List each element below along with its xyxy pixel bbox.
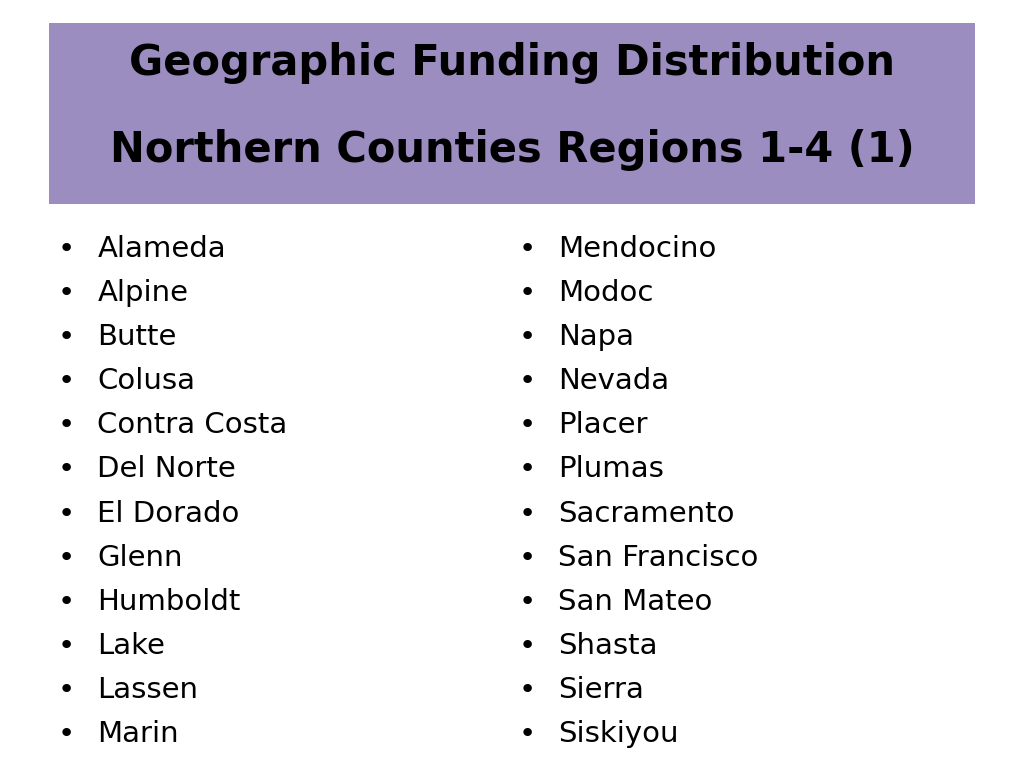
Text: Napa: Napa: [558, 323, 634, 351]
Text: Del Norte: Del Norte: [97, 455, 236, 483]
Text: Geographic Funding Distribution: Geographic Funding Distribution: [129, 42, 895, 84]
Text: El Dorado: El Dorado: [97, 500, 240, 528]
Text: •: •: [519, 588, 536, 616]
FancyBboxPatch shape: [49, 23, 975, 204]
Text: •: •: [58, 720, 75, 748]
Text: •: •: [519, 677, 536, 704]
Text: Sierra: Sierra: [558, 677, 644, 704]
Text: •: •: [58, 500, 75, 528]
Text: Placer: Placer: [558, 412, 647, 439]
Text: •: •: [519, 367, 536, 395]
Text: •: •: [58, 544, 75, 571]
Text: Siskiyou: Siskiyou: [558, 720, 679, 748]
Text: Humboldt: Humboldt: [97, 588, 241, 616]
Text: •: •: [58, 367, 75, 395]
Text: •: •: [58, 588, 75, 616]
Text: Modoc: Modoc: [558, 279, 653, 306]
Text: San Francisco: San Francisco: [558, 544, 759, 571]
Text: Plumas: Plumas: [558, 455, 664, 483]
Text: •: •: [519, 412, 536, 439]
Text: •: •: [58, 279, 75, 306]
Text: •: •: [58, 323, 75, 351]
Text: Marin: Marin: [97, 720, 179, 748]
Text: Lassen: Lassen: [97, 677, 199, 704]
Text: San Mateo: San Mateo: [558, 588, 713, 616]
Text: •: •: [519, 455, 536, 483]
Text: •: •: [58, 632, 75, 660]
Text: Lake: Lake: [97, 632, 165, 660]
Text: •: •: [58, 677, 75, 704]
Text: Shasta: Shasta: [558, 632, 657, 660]
Text: •: •: [58, 235, 75, 263]
Text: •: •: [519, 323, 536, 351]
Text: •: •: [58, 455, 75, 483]
Text: Mendocino: Mendocino: [558, 235, 717, 263]
Text: Butte: Butte: [97, 323, 177, 351]
Text: Contra Costa: Contra Costa: [97, 412, 288, 439]
Text: •: •: [519, 235, 536, 263]
Text: Alpine: Alpine: [97, 279, 188, 306]
Text: Alameda: Alameda: [97, 235, 226, 263]
Text: •: •: [58, 412, 75, 439]
Text: •: •: [519, 500, 536, 528]
Text: Glenn: Glenn: [97, 544, 182, 571]
Text: Nevada: Nevada: [558, 367, 670, 395]
Text: •: •: [519, 544, 536, 571]
Text: Northern Counties Regions 1-4 (1): Northern Counties Regions 1-4 (1): [110, 129, 914, 171]
Text: Sacramento: Sacramento: [558, 500, 734, 528]
Text: •: •: [519, 279, 536, 306]
Text: Colusa: Colusa: [97, 367, 196, 395]
Text: •: •: [519, 720, 536, 748]
Text: •: •: [519, 632, 536, 660]
